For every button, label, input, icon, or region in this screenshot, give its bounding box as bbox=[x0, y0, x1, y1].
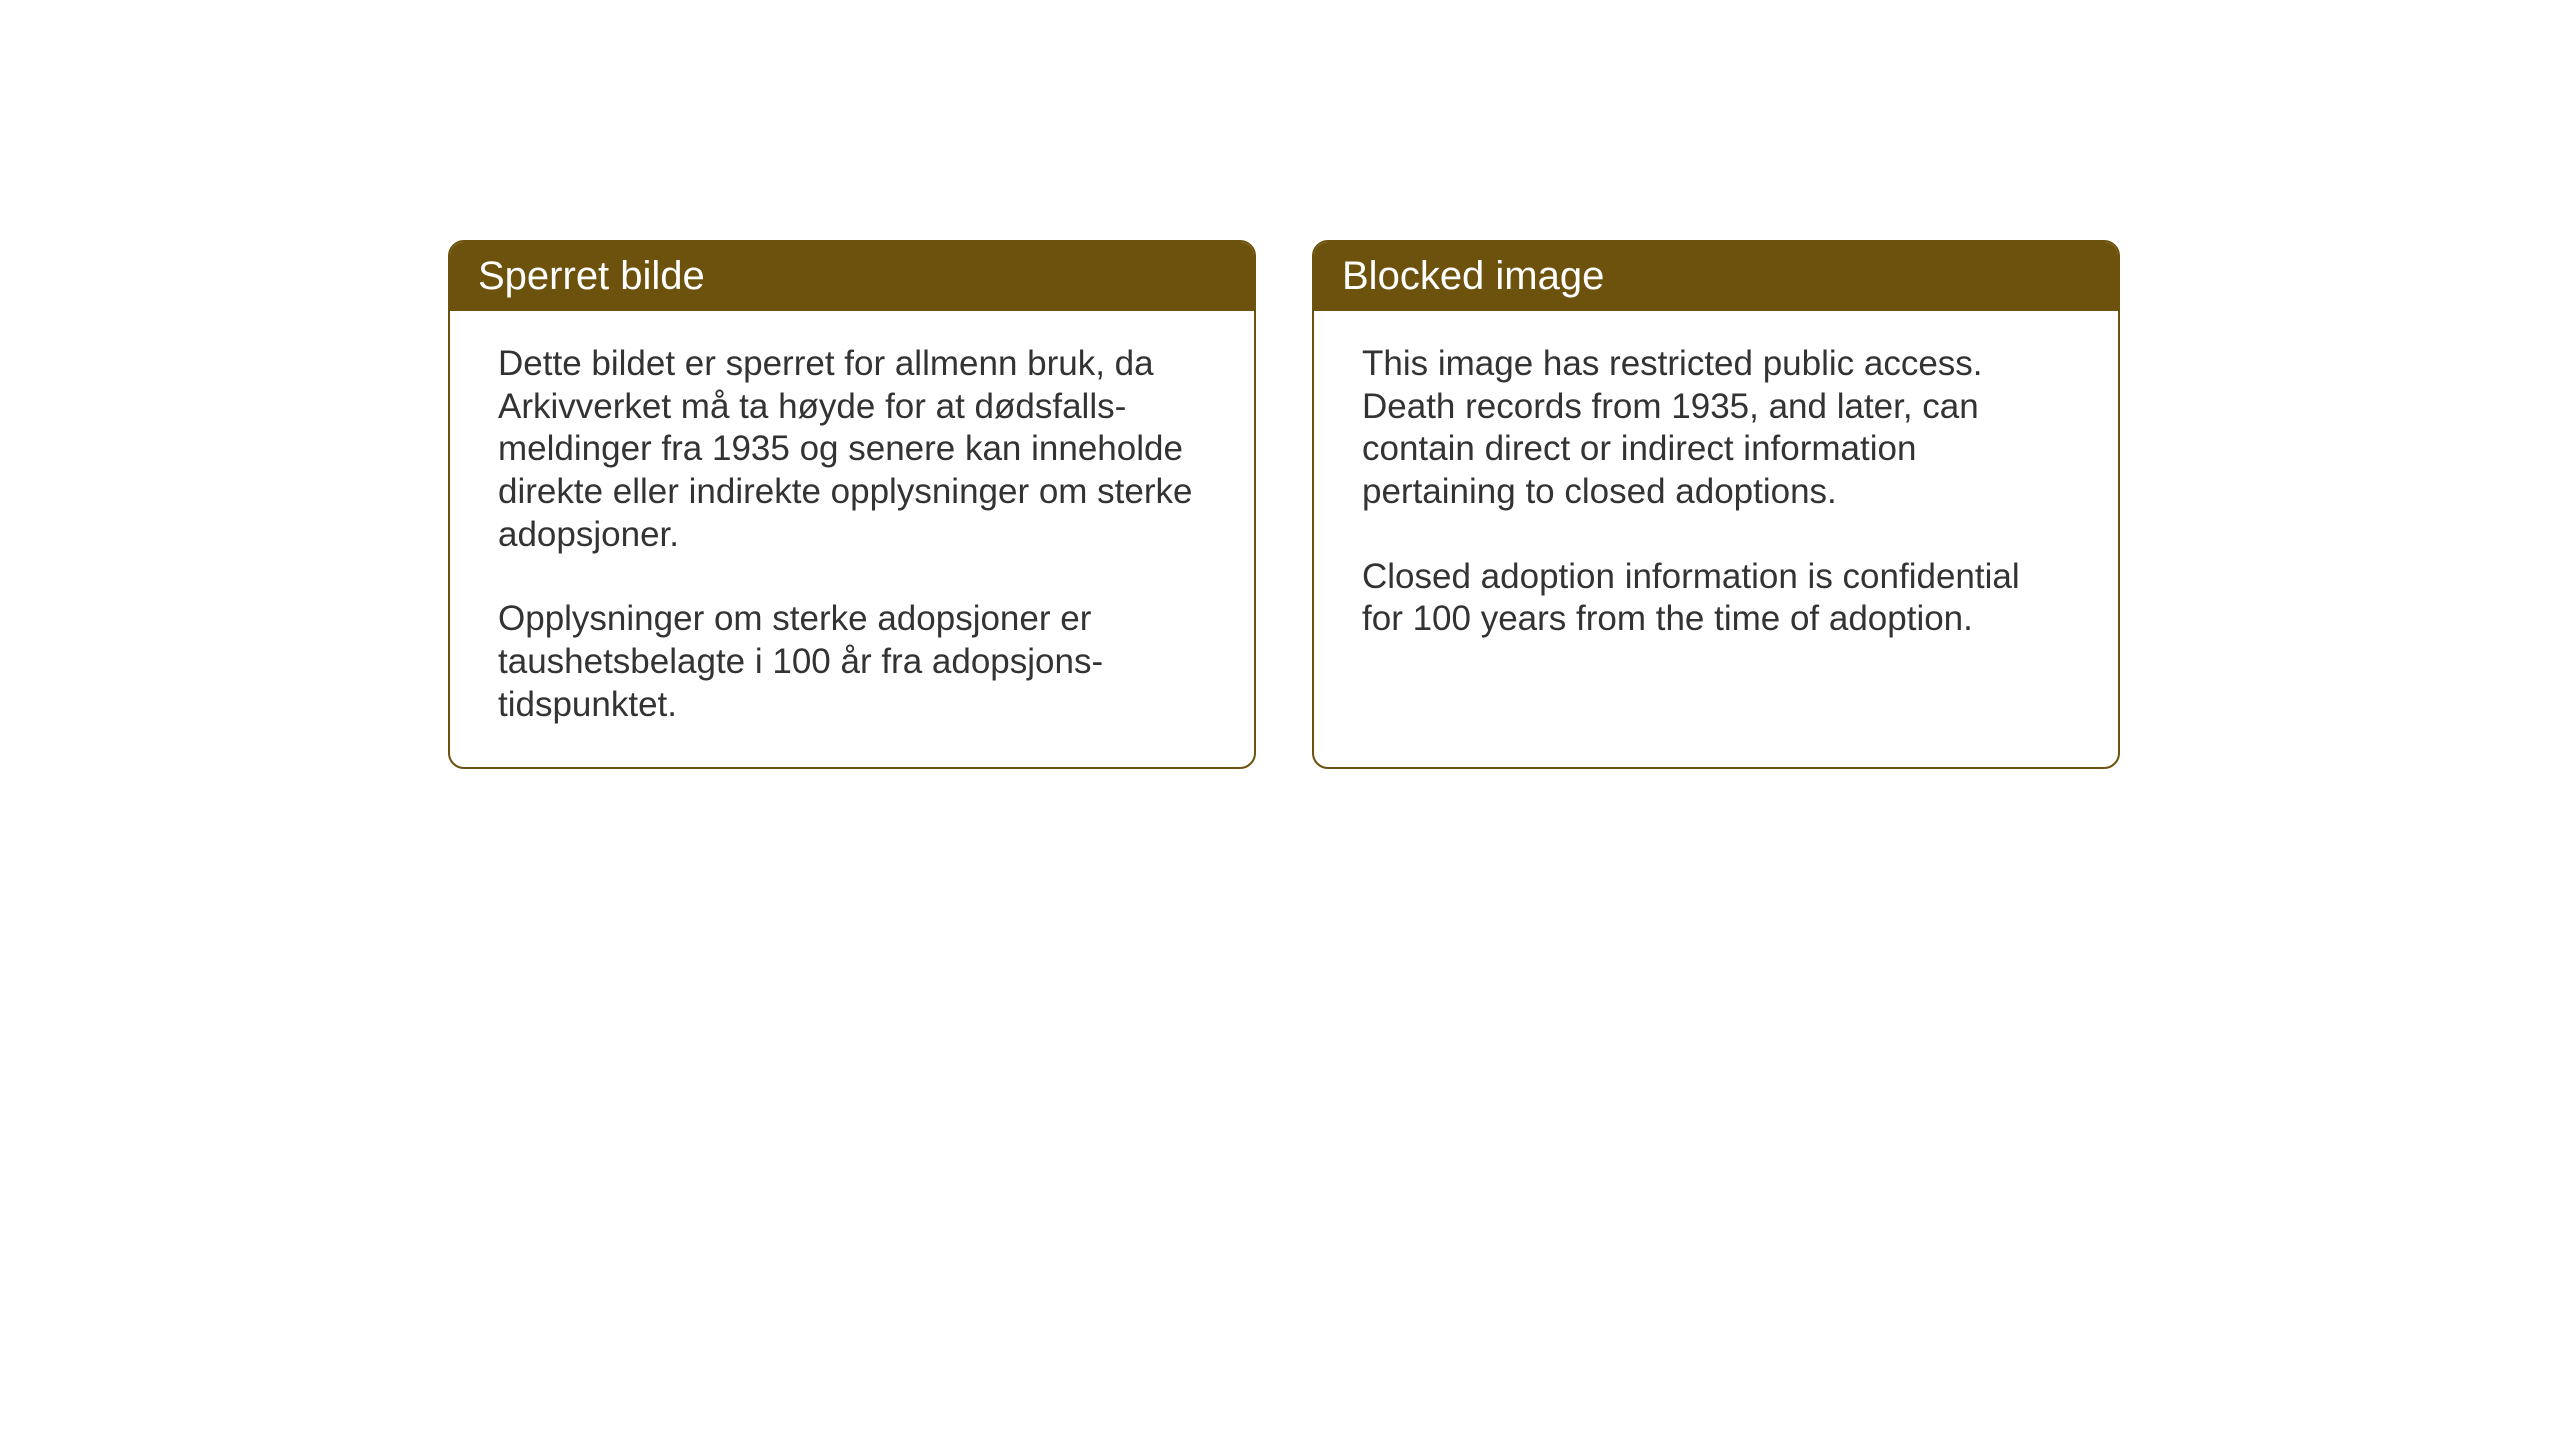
card-paragraph-1-english: This image has restricted public access.… bbox=[1362, 343, 2070, 514]
card-header-norwegian: Sperret bilde bbox=[450, 242, 1254, 311]
card-paragraph-1-norwegian: Dette bildet er sperret for allmenn bruk… bbox=[498, 343, 1206, 556]
notice-card-norwegian: Sperret bilde Dette bildet er sperret fo… bbox=[448, 240, 1256, 769]
card-paragraph-2-english: Closed adoption information is confident… bbox=[1362, 556, 2070, 641]
card-body-english: This image has restricted public access.… bbox=[1314, 311, 2118, 711]
card-title-norwegian: Sperret bilde bbox=[478, 254, 705, 298]
card-title-english: Blocked image bbox=[1342, 254, 1604, 298]
notice-card-english: Blocked image This image has restricted … bbox=[1312, 240, 2120, 769]
card-body-norwegian: Dette bildet er sperret for allmenn bruk… bbox=[450, 311, 1254, 767]
card-paragraph-2-norwegian: Opplysninger om sterke adopsjoner er tau… bbox=[498, 598, 1206, 726]
notice-container: Sperret bilde Dette bildet er sperret fo… bbox=[448, 240, 2120, 769]
card-header-english: Blocked image bbox=[1314, 242, 2118, 311]
